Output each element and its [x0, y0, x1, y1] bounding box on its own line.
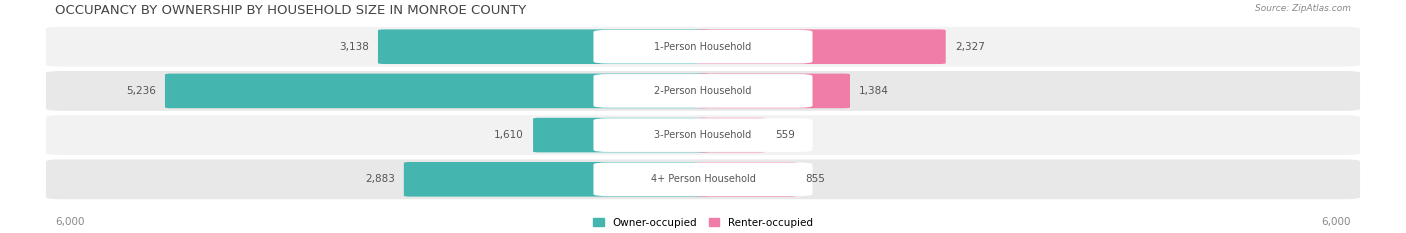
Text: 4+ Person Household: 4+ Person Household — [651, 174, 755, 184]
FancyBboxPatch shape — [46, 115, 1360, 155]
Text: 1-Person Household: 1-Person Household — [654, 42, 752, 52]
Text: 3,138: 3,138 — [339, 42, 368, 52]
Text: 5,236: 5,236 — [127, 86, 156, 96]
FancyBboxPatch shape — [593, 162, 813, 196]
FancyBboxPatch shape — [696, 29, 946, 64]
Text: 2,883: 2,883 — [366, 174, 395, 184]
FancyBboxPatch shape — [165, 74, 710, 108]
Text: 2-Person Household: 2-Person Household — [654, 86, 752, 96]
Text: 559: 559 — [775, 130, 796, 140]
Legend: Owner-occupied, Renter-occupied: Owner-occupied, Renter-occupied — [593, 218, 813, 228]
FancyBboxPatch shape — [593, 74, 813, 108]
Text: 3-Person Household: 3-Person Household — [654, 130, 752, 140]
FancyBboxPatch shape — [46, 159, 1360, 199]
FancyBboxPatch shape — [46, 27, 1360, 67]
Text: Source: ZipAtlas.com: Source: ZipAtlas.com — [1256, 4, 1351, 13]
Text: 6,000: 6,000 — [55, 217, 84, 227]
Text: 6,000: 6,000 — [1322, 217, 1351, 227]
FancyBboxPatch shape — [593, 30, 813, 64]
Text: 1,610: 1,610 — [495, 130, 524, 140]
FancyBboxPatch shape — [378, 29, 710, 64]
Text: 1,384: 1,384 — [859, 86, 889, 96]
Text: 2,327: 2,327 — [955, 42, 984, 52]
Text: OCCUPANCY BY OWNERSHIP BY HOUSEHOLD SIZE IN MONROE COUNTY: OCCUPANCY BY OWNERSHIP BY HOUSEHOLD SIZE… — [55, 4, 526, 17]
FancyBboxPatch shape — [533, 118, 710, 152]
FancyBboxPatch shape — [593, 118, 813, 152]
Text: 855: 855 — [806, 174, 825, 184]
FancyBboxPatch shape — [696, 74, 851, 108]
FancyBboxPatch shape — [404, 162, 710, 197]
FancyBboxPatch shape — [696, 162, 796, 197]
FancyBboxPatch shape — [696, 118, 766, 152]
FancyBboxPatch shape — [46, 71, 1360, 111]
